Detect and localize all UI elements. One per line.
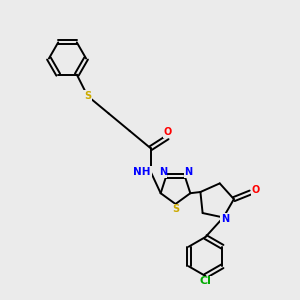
- Text: O: O: [163, 127, 172, 137]
- Text: S: S: [84, 91, 91, 101]
- Text: NH: NH: [134, 167, 151, 177]
- Text: Cl: Cl: [200, 276, 211, 286]
- Text: N: N: [184, 167, 192, 177]
- Text: N: N: [221, 214, 229, 224]
- Text: O: O: [252, 185, 260, 195]
- Text: S: S: [172, 204, 179, 214]
- Text: N: N: [159, 167, 167, 177]
